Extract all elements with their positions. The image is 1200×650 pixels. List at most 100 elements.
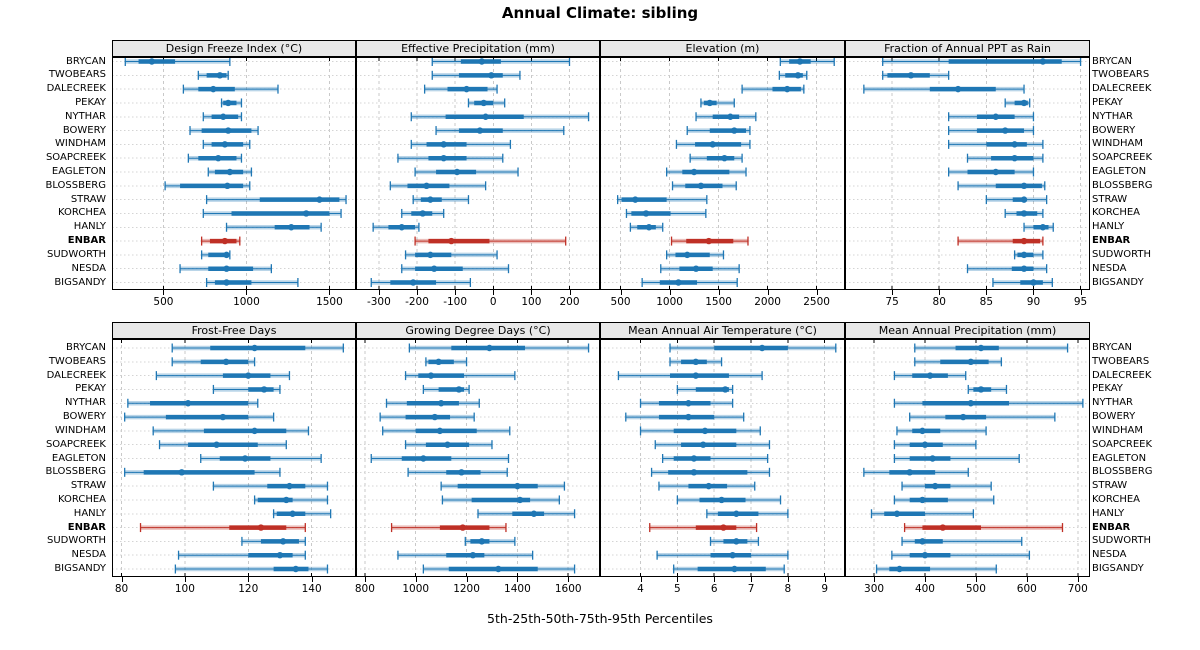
percentile-row-bowery — [435, 126, 565, 136]
percentile-row-windham — [410, 139, 512, 149]
station-label-right-bowery: BOWERY — [1092, 411, 1136, 423]
panel-frost-free-days — [112, 339, 356, 577]
percentile-row-brycan — [882, 57, 1082, 66]
axis-tick-frost-free-days — [184, 577, 186, 582]
axis-tick-label: 2500 — [803, 296, 830, 308]
station-label-right-pekay: PEKAY — [1092, 96, 1123, 108]
percentile-row-blossberg — [389, 181, 487, 191]
percentile-row-bigsandy — [673, 564, 785, 574]
median-dot — [221, 237, 229, 245]
percentile-row-korchea — [253, 495, 329, 505]
median-dot — [783, 85, 791, 93]
percentile-row-straw — [658, 481, 756, 491]
station-label-right-brycan: BRYCAN — [1092, 342, 1133, 353]
percentile-row-twobears — [197, 70, 229, 80]
station-label-left-soapcreek: SOAPCREEK — [45, 438, 106, 450]
axis-tick-growing-degree-days-c — [517, 577, 519, 582]
percentile-row-bigsandy — [174, 564, 329, 574]
station-label-right-windham: WINDHAM — [1092, 424, 1144, 436]
median-dot — [893, 510, 901, 517]
axis-tick-effective-precipitation-mm — [531, 290, 533, 295]
percentile-row-windham — [202, 139, 251, 149]
station-label-left-nythar: NYTHAR — [64, 110, 106, 122]
percentile-row-twobears — [171, 357, 256, 367]
percentile-row-enbar — [670, 236, 749, 246]
percentile-row-soapcreek — [689, 153, 743, 163]
median-dot — [224, 182, 231, 190]
percentile-row-pekay — [1004, 98, 1031, 108]
axis-tick-label: 90 — [1026, 296, 1041, 308]
median-dot — [718, 496, 725, 504]
percentile-row-pekay — [467, 98, 506, 108]
percentile-row-hanly — [870, 509, 975, 519]
axis-tick-label: 1400 — [504, 583, 531, 595]
axis-tick-label: 300 — [864, 583, 885, 595]
percentiles-caption: 5th-25th-50th-75th-95th Percentiles — [487, 611, 713, 626]
median-dot — [486, 344, 493, 352]
percentile-row-sudworth — [404, 250, 498, 260]
percentile-row-hanly — [477, 509, 576, 519]
axis-tick-label: 0 — [489, 296, 497, 308]
station-label-left-bowery: BOWERY — [62, 411, 106, 423]
median-dot — [731, 127, 738, 134]
percentile-row-straw — [205, 195, 347, 205]
percentile-row-dalecreek — [182, 84, 279, 94]
median-dot — [977, 344, 985, 352]
percentile-row-nesda — [401, 264, 510, 274]
median-dot — [427, 251, 434, 259]
median-dot — [444, 441, 451, 448]
panel-mean-annual-air-temperature-c — [600, 339, 845, 577]
percentile-row-soapcreek — [893, 440, 977, 450]
median-dot — [260, 386, 268, 393]
percentile-row-brycan — [408, 343, 590, 353]
percentile-row-twobears — [425, 357, 468, 367]
percentile-row-sudworth — [1013, 250, 1044, 260]
station-label-left-sudworth: SUDWORTH — [47, 535, 106, 547]
median-dot — [642, 210, 650, 217]
median-dot — [939, 524, 946, 531]
axis-tick-effective-precipitation-mm — [378, 290, 380, 295]
axis-tick-frost-free-days — [248, 577, 250, 582]
axis-tick-label: 8 — [784, 583, 792, 595]
axis-tick-label: -200 — [405, 296, 429, 308]
axis-tick-label: 200 — [559, 296, 580, 308]
station-label-left-nesda: NESDA — [71, 262, 106, 274]
station-label-right-pekay: PEKAY — [1092, 383, 1123, 395]
median-dot — [223, 279, 230, 286]
station-label-left-hanly: HANLY — [73, 221, 106, 233]
median-dot — [476, 127, 484, 134]
median-dot — [921, 551, 929, 559]
station-label-left-bigsandy: BIGSANDY — [54, 563, 106, 574]
median-dot — [480, 99, 487, 107]
median-dot — [896, 565, 903, 573]
panel-strip-effective-precipitation-mm: Effective Precipitation (mm) — [356, 40, 600, 57]
axis-tick-label: 1500 — [705, 296, 732, 308]
percentile-row-hanly — [629, 222, 664, 232]
axis-tick-mean-annual-air-temperature-c — [677, 577, 679, 582]
panel-strip-elevation-m: Elevation (m) — [600, 40, 845, 57]
station-label-right-dalecreek: DALECREEK — [1092, 369, 1152, 381]
percentile-row-brycan — [914, 343, 1069, 353]
median-dot — [729, 551, 736, 559]
panel-strip-frost-free-days: Frost-Free Days — [112, 322, 356, 339]
axis-tick-label: 1000 — [656, 296, 683, 308]
axis-tick-fraction-of-annual-ppt-as-rain — [892, 290, 894, 295]
median-dot — [1001, 127, 1009, 134]
median-dot — [1039, 224, 1047, 231]
axis-tick-elevation-m — [718, 290, 720, 295]
axis-tick-frost-free-days — [311, 577, 313, 582]
percentile-row-soapcreek — [966, 153, 1044, 163]
median-dot — [977, 386, 985, 393]
station-label-left-windham: WINDHAM — [54, 424, 106, 436]
station-label-left-blossberg: BLOSSBERG — [45, 179, 106, 191]
axis-tick-label: 6 — [710, 583, 718, 595]
percentile-row-pekay — [422, 384, 470, 394]
percentile-row-straw — [901, 481, 992, 491]
percentile-row-hanly — [706, 509, 789, 519]
median-dot — [223, 251, 230, 259]
median-dot — [516, 496, 524, 504]
station-label-right-bowery: BOWERY — [1092, 124, 1136, 136]
percentile-row-nesda — [397, 550, 534, 560]
percentile-row-sudworth — [665, 250, 725, 260]
station-label-right-eagleton: EAGLETON — [1092, 166, 1147, 177]
